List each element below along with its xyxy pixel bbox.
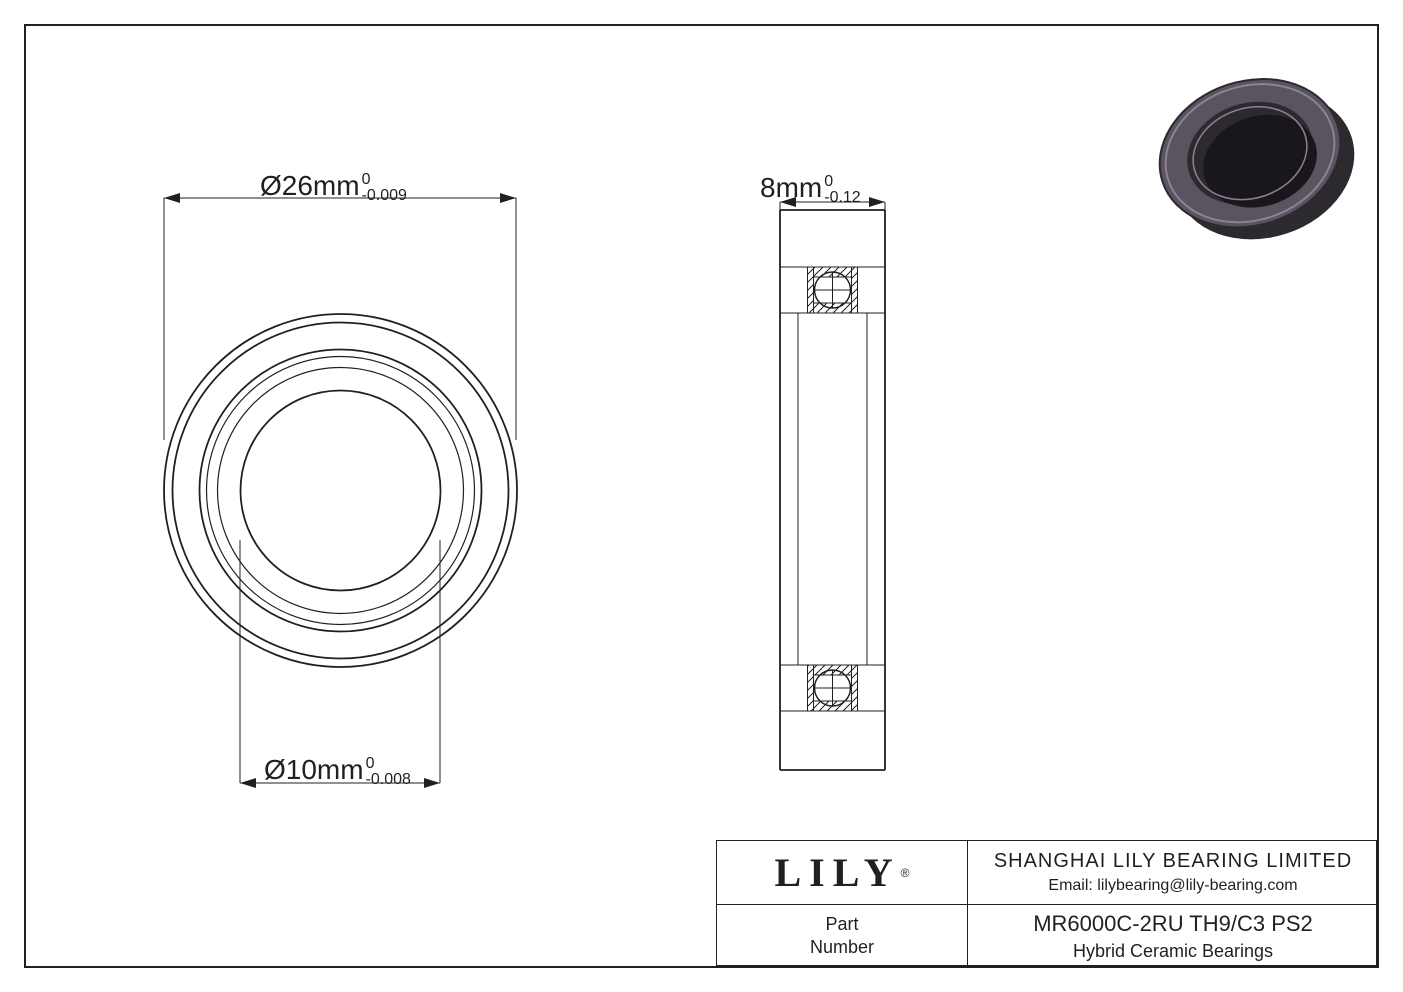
company-cell: SHANGHAI LILY BEARING LIMITED Email: lil…	[967, 841, 1378, 904]
tol-lower: -0.008	[366, 772, 411, 788]
logo-cell: LILY®	[717, 841, 967, 904]
title-block: LILY® SHANGHAI LILY BEARING LIMITED Emai…	[716, 840, 1377, 966]
width-dimension: 8mm0-0.12	[760, 172, 861, 206]
category: Hybrid Ceramic Bearings	[968, 941, 1378, 962]
outer-diameter-dimension: Ø26mm0-0.009	[260, 170, 407, 204]
part-number-cell: MR6000C-2RU TH9/C3 PS2 Hybrid Ceramic Be…	[967, 904, 1378, 967]
tol-lower: -0.12	[824, 190, 860, 206]
tol-upper: 0	[824, 174, 860, 190]
part-number-label-cell: PartNumber	[717, 904, 967, 967]
front-view	[144, 294, 537, 687]
dim-text: 8mm	[760, 172, 822, 203]
dim-text: Ø26mm	[260, 170, 360, 201]
registered-mark: ®	[901, 866, 910, 880]
dim-text: Ø10mm	[264, 754, 364, 785]
rendered-bearing	[1140, 44, 1360, 254]
part-number-label: PartNumber	[810, 913, 874, 960]
part-number: MR6000C-2RU TH9/C3 PS2	[968, 911, 1378, 937]
tol-upper: 0	[362, 172, 407, 188]
company-name: SHANGHAI LILY BEARING LIMITED	[968, 850, 1378, 873]
section-view	[750, 180, 915, 800]
company-email: Email: lilybearing@lily-bearing.com	[968, 877, 1378, 895]
tol-lower: -0.009	[362, 188, 407, 204]
logo-text: LILY	[775, 850, 901, 895]
bore-diameter-dimension: Ø10mm0-0.008	[264, 754, 411, 788]
tol-upper: 0	[366, 756, 411, 772]
